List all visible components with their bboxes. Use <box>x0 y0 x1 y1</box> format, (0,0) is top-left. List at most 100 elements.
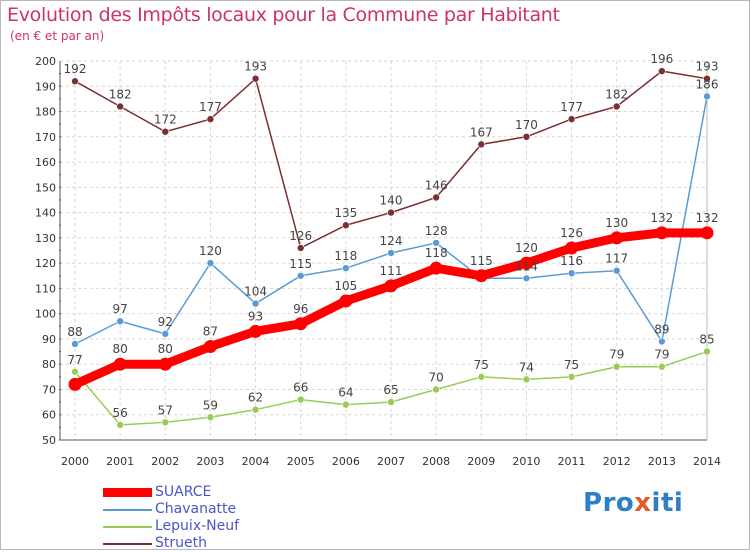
point-chavanatte <box>522 274 531 283</box>
point-chavanatte <box>567 269 576 278</box>
point-suarce <box>203 340 217 354</box>
point-strueth <box>387 208 395 217</box>
y-tick-label: 190 <box>35 80 56 93</box>
point-chavanatte <box>71 340 79 348</box>
data-label-chavanatte: 186 <box>696 77 719 91</box>
point-suarce <box>294 317 308 331</box>
data-label-chavanatte: 116 <box>560 254 583 268</box>
data-label-lepuix-neuf: 66 <box>293 381 308 395</box>
legend-swatch <box>103 508 152 511</box>
y-tick-label: 150 <box>35 181 56 194</box>
point-strueth <box>522 133 531 141</box>
data-label-chavanatte: 97 <box>113 302 128 316</box>
point-suarce <box>429 261 443 275</box>
x-tick-label: 2012 <box>603 455 631 468</box>
data-label-suarce: 126 <box>560 226 583 240</box>
point-suarce <box>68 377 82 391</box>
point-suarce <box>519 256 533 270</box>
legend-swatch <box>103 488 152 497</box>
legend-swatch <box>103 525 152 528</box>
point-lepuix-neuf <box>522 375 531 384</box>
point-chavanatte <box>432 239 440 247</box>
legend-item-chavanatte: Chavanatte <box>103 501 363 518</box>
data-label-suarce: 132 <box>650 211 673 225</box>
data-label-strueth: 182 <box>109 87 132 101</box>
data-label-chavanatte: 124 <box>380 234 403 248</box>
data-label-strueth: 177 <box>199 100 222 114</box>
point-strueth <box>71 77 79 86</box>
x-tick-label: 2006 <box>332 455 360 468</box>
data-label-strueth: 196 <box>650 52 673 66</box>
point-strueth <box>206 115 215 123</box>
data-label-lepuix-neuf: 79 <box>609 348 624 362</box>
y-tick-label: 90 <box>42 333 56 346</box>
point-lepuix-neuf <box>251 405 260 414</box>
y-tick-label: 160 <box>35 156 56 169</box>
legend-label: SUARCE <box>155 484 212 500</box>
point-suarce <box>565 241 579 255</box>
legend-item-suarce: SUARCE <box>103 484 363 501</box>
y-tick-label: 80 <box>42 358 56 371</box>
x-tick-label: 2001 <box>106 455 134 468</box>
data-label-chavanatte: 115 <box>289 257 312 271</box>
x-tick-label: 2000 <box>61 455 89 468</box>
data-label-chavanatte: 117 <box>605 252 628 266</box>
point-suarce <box>339 294 353 308</box>
point-chavanatte <box>161 330 170 338</box>
y-tick-label: 180 <box>35 106 56 119</box>
data-label-lepuix-neuf: 74 <box>519 360 534 374</box>
data-label-strueth: 177 <box>560 100 583 114</box>
point-chavanatte <box>387 249 395 257</box>
point-suarce <box>700 226 714 240</box>
point-chavanatte <box>116 317 124 326</box>
data-label-lepuix-neuf: 75 <box>564 358 579 372</box>
data-label-lepuix-neuf: 65 <box>383 383 398 397</box>
y-tick-label: 50 <box>42 434 56 447</box>
data-label-suarce: 120 <box>515 241 538 255</box>
data-label-chavanatte: 118 <box>334 249 357 263</box>
point-suarce <box>384 279 398 293</box>
data-label-lepuix-neuf: 75 <box>474 358 489 372</box>
x-tick-label: 2013 <box>648 455 676 468</box>
data-label-strueth: 182 <box>605 87 628 101</box>
legend-label: Strueth <box>155 535 207 551</box>
data-label-chavanatte: 128 <box>425 224 448 238</box>
y-tick-label: 130 <box>35 232 56 245</box>
y-tick-label: 110 <box>35 282 56 295</box>
data-label-strueth: 135 <box>334 206 357 220</box>
point-lepuix-neuf <box>161 418 170 427</box>
point-strueth <box>296 244 305 252</box>
data-label-lepuix-neuf: 77 <box>67 353 82 367</box>
data-label-strueth: 192 <box>64 62 87 76</box>
point-suarce <box>249 324 263 338</box>
point-lepuix-neuf <box>477 373 486 381</box>
y-tick-label: 120 <box>35 257 56 270</box>
point-chavanatte <box>658 337 666 346</box>
point-strueth <box>342 221 350 230</box>
chart-legend: SUARCE Chavanatte Lepuix-Neuf Strueth <box>103 484 363 552</box>
y-tick-label: 70 <box>42 383 56 396</box>
point-chavanatte <box>251 299 260 308</box>
point-chavanatte <box>703 92 711 101</box>
x-tick-label: 2011 <box>558 455 586 468</box>
data-label-chavanatte: 114 <box>515 259 538 273</box>
data-label-chavanatte: 104 <box>244 285 267 299</box>
point-chavanatte <box>296 271 305 280</box>
legend-label: Lepuix-Neuf <box>155 518 240 534</box>
data-label-suarce: 132 <box>696 211 719 225</box>
data-label-suarce: 118 <box>425 246 448 260</box>
data-label-suarce: 130 <box>605 216 628 230</box>
point-strueth <box>658 67 666 75</box>
data-label-chavanatte: 88 <box>67 325 82 339</box>
legend-item-strueth: Strueth <box>103 535 363 552</box>
plot-area <box>60 61 707 440</box>
x-tick-label: 2002 <box>151 455 179 468</box>
data-label-strueth: 126 <box>289 229 312 243</box>
data-label-suarce: 87 <box>203 325 218 339</box>
y-tick-label: 100 <box>35 308 56 321</box>
data-label-suarce: 96 <box>293 302 308 316</box>
point-lepuix-neuf <box>116 421 124 429</box>
data-label-lepuix-neuf: 59 <box>203 398 218 412</box>
point-lepuix-neuf <box>612 362 621 371</box>
